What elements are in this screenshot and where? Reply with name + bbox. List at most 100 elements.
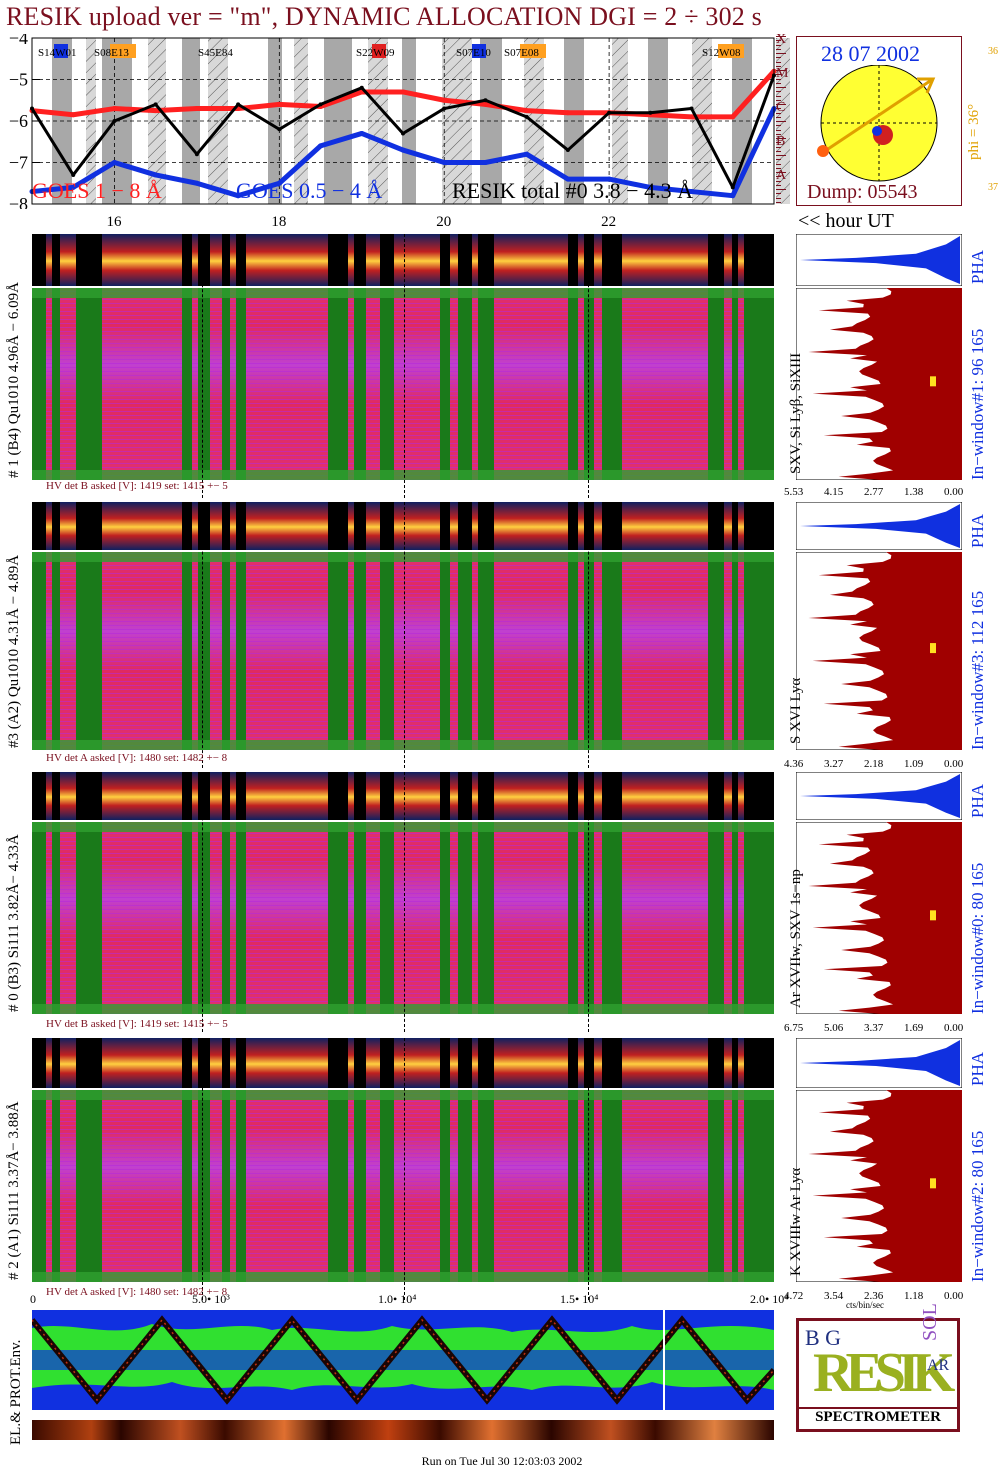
goes-class-letter: B [776, 134, 785, 150]
spectrum-tick-label: 5.06 [824, 1022, 844, 1034]
region-label: S14W01 [38, 47, 77, 59]
spectrum-tick-label: 5.53 [784, 486, 804, 498]
goes-data-point [730, 193, 736, 199]
pha-histogram [800, 504, 960, 548]
spectrum-tick-label: 0.00 [944, 486, 964, 498]
channel-spectrum-plot [796, 288, 962, 480]
channel-spectrogram-mask [32, 288, 774, 480]
goes-class-ruler-tick [776, 197, 781, 199]
goes-data-point [482, 160, 488, 165]
logo-corner-letters: B G [805, 1325, 842, 1350]
goes-class-ruler-tick [776, 138, 786, 139]
goes-data-point [565, 110, 571, 116]
channel-spectrogram-edge [32, 1090, 774, 1100]
spectrum-fill [808, 288, 962, 480]
channel-pha-label: PHA [968, 513, 987, 548]
channel-wave-strip [32, 234, 774, 286]
goes-data-point [730, 185, 735, 190]
region-label: S07E10 [456, 47, 491, 59]
channel-label: # 1 (B4) Qu1010 4.96Å − 6.09Å [6, 282, 22, 478]
spectrum-tick-label: 1.09 [904, 758, 924, 770]
goes-class-ruler-tick [776, 44, 781, 46]
goes-data-point [689, 189, 695, 195]
channel-hour-gridline [202, 1038, 203, 1300]
goes-y-tick-label: −8 [9, 194, 28, 209]
spectrum-marker [930, 1178, 936, 1189]
goes-data-point [153, 108, 159, 114]
channel-hour-gridline [404, 1038, 405, 1300]
channel-spectrogram-edge [32, 822, 774, 832]
channel-hv-readout: HV det B asked [V]: 1419 set: 1415 +− 5 [46, 480, 228, 492]
spectrum-marker [930, 376, 936, 387]
spectrum-tick-label: 2.77 [864, 486, 884, 498]
hour-axis: 16 18 20 22 [0, 212, 790, 234]
goes-data-point [400, 89, 406, 95]
goes-class-ruler-tick [776, 155, 786, 156]
goes-class-ruler-tick [776, 108, 781, 110]
region-label: S45E84 [198, 47, 233, 59]
spectrum-fill [808, 552, 962, 750]
sun-side-top: 36 [988, 46, 998, 57]
channel-in-window: In−window#3: 112 165 [968, 590, 987, 750]
goes-class-letters: X M C B A [776, 32, 790, 206]
pha-histogram [800, 236, 960, 284]
goes-data-point [401, 131, 405, 136]
goes-class-ruler-tick [776, 53, 786, 54]
channel-hv-readout: HV det A asked [V]: 1480 set: 1482 +− 8 [46, 752, 228, 764]
sun-phi: phi = 36° [966, 103, 982, 160]
spectrum-tick-label: 1.38 [904, 486, 924, 498]
goes-class-ruler-tick [776, 201, 781, 203]
goes-data-point [689, 114, 695, 120]
goes-legend-entry: GOES 0.5 − 4 Å [236, 178, 382, 203]
footer-run-date: Run on Tue Jul 30 12:03:03 2002 [421, 1454, 583, 1468]
goes-class-ruler-tick [776, 116, 781, 118]
goes-data-point [194, 180, 200, 186]
goes-class-ruler-tick [776, 36, 786, 37]
channel-spectrogram-edge [32, 740, 774, 750]
goes-data-point [441, 160, 447, 165]
spectrum-tick-label: 3.54 [824, 1290, 844, 1302]
channel-spectrogram [32, 1090, 774, 1282]
spectrum-tick-label: 4.36 [784, 758, 804, 770]
goes-data-point [111, 160, 117, 165]
page-title: RESIK upload ver = "m", DYNAMIC ALLOCATI… [6, 2, 762, 31]
channel-in-window: In−window#1: 96 165 [968, 328, 987, 480]
channel-pha-label: PHA [968, 1051, 987, 1086]
spectrum-tick-label: 1.18 [904, 1290, 924, 1302]
channel-hv-readout: HV det A asked [V]: 1480 set: 1482 +− 8 [46, 1286, 228, 1298]
goes-data-point [565, 148, 570, 153]
goes-data-point [71, 172, 76, 177]
goes-data-point [194, 106, 200, 112]
channel-line-label: S XVI Lyα [788, 677, 804, 744]
channel-spectrogram-mask [32, 822, 774, 1014]
region-label: S22W09 [356, 47, 395, 59]
channel-wave-mask [32, 772, 774, 820]
goes-y-tick-label: −7 [9, 153, 28, 173]
goes-data-point [647, 184, 653, 190]
goes-data-point [730, 114, 736, 120]
channel-pha-plot [796, 234, 962, 286]
goes-class-ruler-tick [776, 193, 781, 195]
hour-tick-label: 16 [106, 214, 122, 230]
channel-spectrogram-mask [32, 552, 774, 750]
goes-data-point [565, 176, 571, 182]
region-color-box [54, 44, 68, 58]
bottom-axis-tick-label: 2.0• 10⁴ [750, 1292, 789, 1306]
spectrum-tick-label: 2.36 [864, 1290, 884, 1302]
env-plot [32, 1310, 774, 1410]
channel-spectrogram-mask [32, 1090, 774, 1282]
goes-data-point [524, 114, 529, 119]
spectrum-tick-label: 0.00 [944, 1290, 964, 1302]
spectrum-tick-label: 0.00 [944, 758, 964, 770]
channel-hour-gridline [404, 502, 405, 768]
goes-class-ruler-tick [776, 142, 781, 144]
channel-wave-mask [32, 1038, 774, 1088]
spectrum-marker [930, 910, 936, 921]
channel-spectrogram [32, 288, 774, 480]
goes-class-ruler-tick [776, 91, 781, 93]
goes-class-ruler-tick [776, 57, 781, 59]
logo-subtitle: SPECTROMETER [799, 1407, 957, 1426]
env-label: EL.& PROT.Env. [8, 1339, 24, 1445]
goes-data-point [648, 110, 653, 115]
goes-class-ruler-tick [776, 189, 786, 190]
